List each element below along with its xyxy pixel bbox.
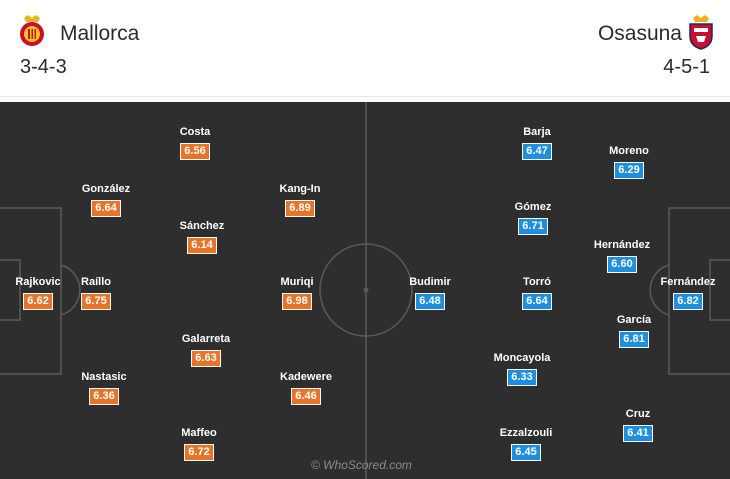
away-player[interactable]: Cruz 6.41 xyxy=(593,408,683,442)
player-rating: 6.29 xyxy=(614,162,644,179)
player-rating: 6.62 xyxy=(23,293,53,310)
player-name: Gómez xyxy=(514,201,552,213)
pitch-lines xyxy=(0,102,730,479)
player-rating: 6.64 xyxy=(91,200,121,217)
away-player[interactable]: Budimir 6.48 xyxy=(385,276,475,310)
away-formation: 4-5-1 xyxy=(663,56,710,78)
player-rating: 6.48 xyxy=(415,293,445,310)
player-rating: 6.56 xyxy=(180,143,210,160)
player-name: Sánchez xyxy=(179,220,225,232)
player-rating: 6.71 xyxy=(518,218,548,235)
player-name: Muriqi xyxy=(280,276,314,288)
player-name: Ezzalzouli xyxy=(499,427,553,439)
player-name: Hernández xyxy=(593,239,651,251)
player-rating: 6.98 xyxy=(282,293,312,310)
player-rating: 6.47 xyxy=(522,143,552,160)
player-name: Kadewere xyxy=(280,371,332,383)
osasuna-crest-icon xyxy=(688,14,714,55)
away-player[interactable]: Ezzalzouli 6.45 xyxy=(481,427,571,461)
player-name: Moncayola xyxy=(493,352,551,364)
player-name: Moreno xyxy=(609,145,649,157)
player-name: Fernández xyxy=(660,276,716,288)
player-rating: 6.46 xyxy=(291,388,321,405)
player-rating: 6.89 xyxy=(285,200,315,217)
player-name: Kang-In xyxy=(279,183,321,195)
player-name: Torró xyxy=(523,276,551,288)
pitch: Rajkovic 6.62 González 6.64 Raíllo 6.75 … xyxy=(0,102,730,479)
player-rating: 6.33 xyxy=(507,369,537,386)
player-name: González xyxy=(81,183,131,195)
player-name: Cruz xyxy=(625,408,651,420)
player-name: Maffeo xyxy=(181,427,217,439)
home-player[interactable]: Rajkovic 6.62 xyxy=(0,276,83,310)
player-rating: 6.45 xyxy=(511,444,541,461)
player-rating: 6.72 xyxy=(184,444,214,461)
away-player[interactable]: Barja 6.47 xyxy=(492,126,582,160)
home-player[interactable]: Costa 6.56 xyxy=(150,126,240,160)
mallorca-crest-icon xyxy=(18,14,46,53)
player-name: Barja xyxy=(523,126,551,138)
player-name: Raíllo xyxy=(81,276,111,288)
home-player[interactable]: Sánchez 6.14 xyxy=(157,220,247,254)
home-formation: 3-4-3 xyxy=(20,56,67,78)
away-player[interactable]: García 6.81 xyxy=(589,314,679,348)
player-rating: 6.14 xyxy=(187,237,217,254)
player-name: Rajkovic xyxy=(15,276,61,288)
player-rating: 6.41 xyxy=(623,425,653,442)
player-name: Costa xyxy=(179,126,211,138)
player-name: Nastasic xyxy=(81,371,127,383)
home-player[interactable]: Muriqi 6.98 xyxy=(252,276,342,310)
player-rating: 6.75 xyxy=(81,293,111,310)
watermark: © WhoScored.com xyxy=(311,458,412,472)
home-player[interactable]: Kang-In 6.89 xyxy=(255,183,345,217)
away-player[interactable]: Fernández 6.82 xyxy=(643,276,730,310)
home-player[interactable]: Kadewere 6.46 xyxy=(261,371,351,405)
away-player[interactable]: Moncayola 6.33 xyxy=(477,352,567,386)
away-player[interactable]: Torró 6.64 xyxy=(492,276,582,310)
player-name: García xyxy=(616,314,652,326)
player-rating: 6.60 xyxy=(607,256,637,273)
away-player[interactable]: Hernández 6.60 xyxy=(577,239,667,273)
home-team-name[interactable]: Mallorca xyxy=(60,22,140,45)
player-rating: 6.64 xyxy=(522,293,552,310)
away-team-name[interactable]: Osasuna xyxy=(597,22,682,45)
away-player[interactable]: Gómez 6.71 xyxy=(488,201,578,235)
away-player[interactable]: Moreno 6.29 xyxy=(584,145,674,179)
player-name: Budimir xyxy=(409,276,451,288)
match-header: Mallorca 3-4-3 Osasuna 4-5-1 xyxy=(0,0,730,97)
home-player[interactable]: Maffeo 6.72 xyxy=(154,427,244,461)
player-rating: 6.82 xyxy=(673,293,703,310)
player-rating: 6.81 xyxy=(619,331,649,348)
home-player[interactable]: Raíllo 6.75 xyxy=(51,276,141,310)
player-name: Galarreta xyxy=(181,333,231,345)
home-player[interactable]: Nastasic 6.36 xyxy=(59,371,149,405)
home-player[interactable]: Galarreta 6.63 xyxy=(161,333,251,367)
player-rating: 6.36 xyxy=(89,388,119,405)
player-rating: 6.63 xyxy=(191,350,221,367)
home-player[interactable]: González 6.64 xyxy=(61,183,151,217)
